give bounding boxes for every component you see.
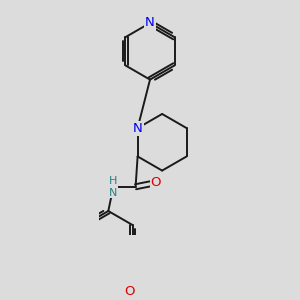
Text: O: O	[151, 176, 161, 189]
Text: N: N	[133, 122, 142, 135]
Text: N: N	[145, 16, 155, 29]
Text: O: O	[124, 285, 135, 298]
Text: H
N: H N	[109, 176, 118, 198]
